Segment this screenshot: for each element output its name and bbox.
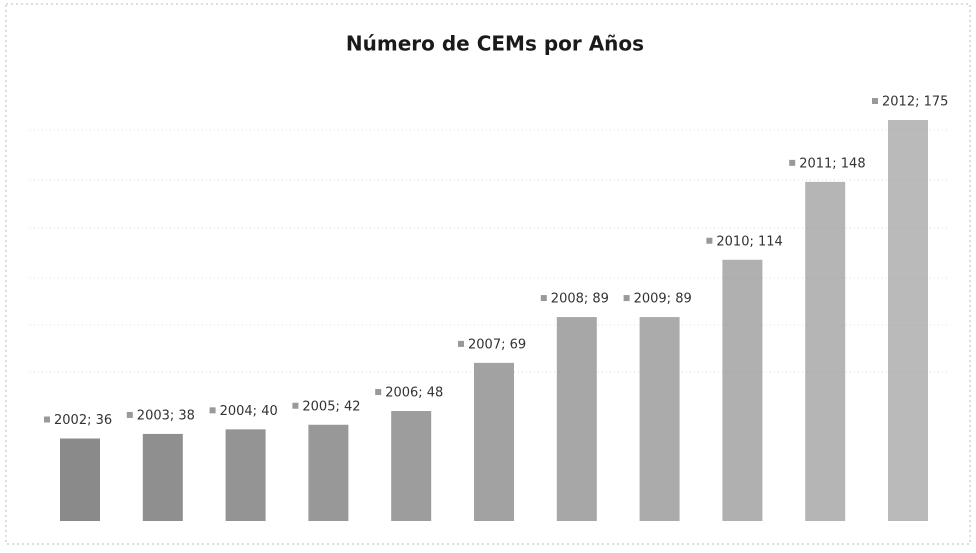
label-marker [458,340,464,347]
bar [225,429,266,521]
bar [474,362,514,521]
data-label: 2008; 89 [551,292,609,307]
bar [391,411,432,521]
data-label: 2012; 175 [882,95,948,110]
chart-title: Número de CEMs por Años [346,32,644,56]
bar [60,438,100,521]
data-label: 2010; 114 [716,234,782,249]
data-label: 2006; 48 [385,386,443,401]
data-label: 2005; 42 [302,399,360,414]
bar [556,317,597,521]
data-label: 2002; 36 [54,413,112,428]
data-label: 2003; 38 [137,408,195,423]
label-marker [126,411,133,418]
bar [805,181,846,521]
label-marker [623,295,630,302]
data-label: 2009; 89 [634,292,692,307]
label-marker [44,416,50,423]
data-label: 2011; 148 [799,156,865,171]
label-marker [375,389,382,396]
label-marker [706,237,713,244]
bar [639,317,680,521]
bar [308,424,349,521]
chart-border [5,3,971,545]
label-marker [872,98,878,104]
data-label: 2007; 69 [468,337,526,352]
bar [888,120,928,521]
label-marker [540,295,547,302]
data-label: 2004; 40 [220,404,278,419]
label-marker [789,159,796,166]
bar [722,259,763,521]
label-marker [209,407,216,414]
bar [142,433,183,521]
label-marker [292,402,299,409]
